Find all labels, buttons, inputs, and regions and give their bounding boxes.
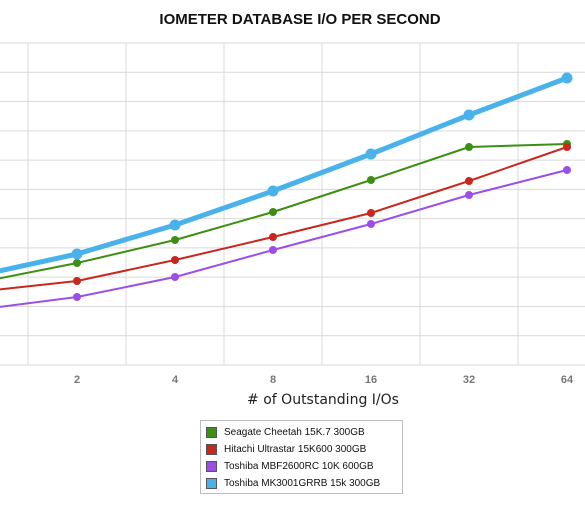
legend-label: Hitachi Ultrastar 15K600 300GB — [224, 444, 367, 455]
data-point — [563, 166, 571, 174]
legend-item: Seagate Cheetah 15K.7 300GB — [206, 424, 397, 441]
legend-label: Seagate Cheetah 15K.7 300GB — [224, 427, 365, 438]
legend-swatch — [206, 461, 217, 472]
legend-label: Toshiba MBF2600RC 10K 600GB — [224, 461, 374, 472]
series-4 — [0, 72, 573, 274]
data-point — [73, 277, 81, 285]
data-point — [171, 236, 179, 244]
data-point — [367, 220, 375, 228]
data-point — [367, 209, 375, 217]
legend-swatch — [206, 427, 217, 438]
data-point — [171, 273, 179, 281]
series-2 — [0, 143, 571, 291]
x-tick-labels: 2 4 8 16 32 64 — [74, 374, 574, 386]
data-point — [73, 259, 81, 267]
series-line — [0, 169, 568, 308]
x-axis-label: # of Outstanding I/Os — [247, 392, 399, 408]
x-tick-label: 16 — [365, 374, 377, 386]
legend: Seagate Cheetah 15K.7 300GB Hitachi Ultra… — [200, 420, 403, 494]
x-tick-label: 2 — [74, 374, 80, 386]
series-line — [0, 146, 568, 291]
legend-item: Toshiba MK3001GRRB 15k 300GB — [206, 475, 397, 492]
data-point — [269, 233, 277, 241]
legend-swatch — [206, 444, 217, 455]
data-point — [563, 143, 571, 151]
data-point — [465, 143, 473, 151]
data-point — [171, 256, 179, 264]
data-point — [561, 72, 573, 84]
legend-swatch — [206, 478, 217, 489]
series-line — [0, 143, 568, 280]
data-point — [367, 176, 375, 184]
legend-item: Toshiba MBF2600RC 10K 600GB — [206, 458, 397, 475]
data-point — [465, 191, 473, 199]
data-point — [73, 293, 81, 301]
data-point — [269, 246, 277, 254]
x-tick-label: 8 — [270, 374, 276, 386]
data-point — [269, 208, 277, 216]
legend-item: Hitachi Ultrastar 15K600 300GB — [206, 441, 397, 458]
grid — [0, 42, 585, 366]
data-point — [169, 219, 181, 231]
x-tick-label: 64 — [561, 374, 574, 386]
x-tick-label: 4 — [172, 374, 179, 386]
data-point — [71, 248, 83, 260]
series-lines — [0, 72, 573, 308]
series-1 — [0, 140, 571, 280]
legend-label: Toshiba MK3001GRRB 15k 300GB — [224, 478, 381, 489]
data-point — [463, 109, 475, 121]
series-3 — [0, 166, 571, 308]
chart-title: IOMETER DATABASE I/O PER SECOND — [159, 11, 440, 28]
x-tick-label: 32 — [463, 374, 475, 386]
data-point — [365, 148, 377, 160]
data-point — [465, 177, 473, 185]
data-point — [267, 185, 279, 197]
